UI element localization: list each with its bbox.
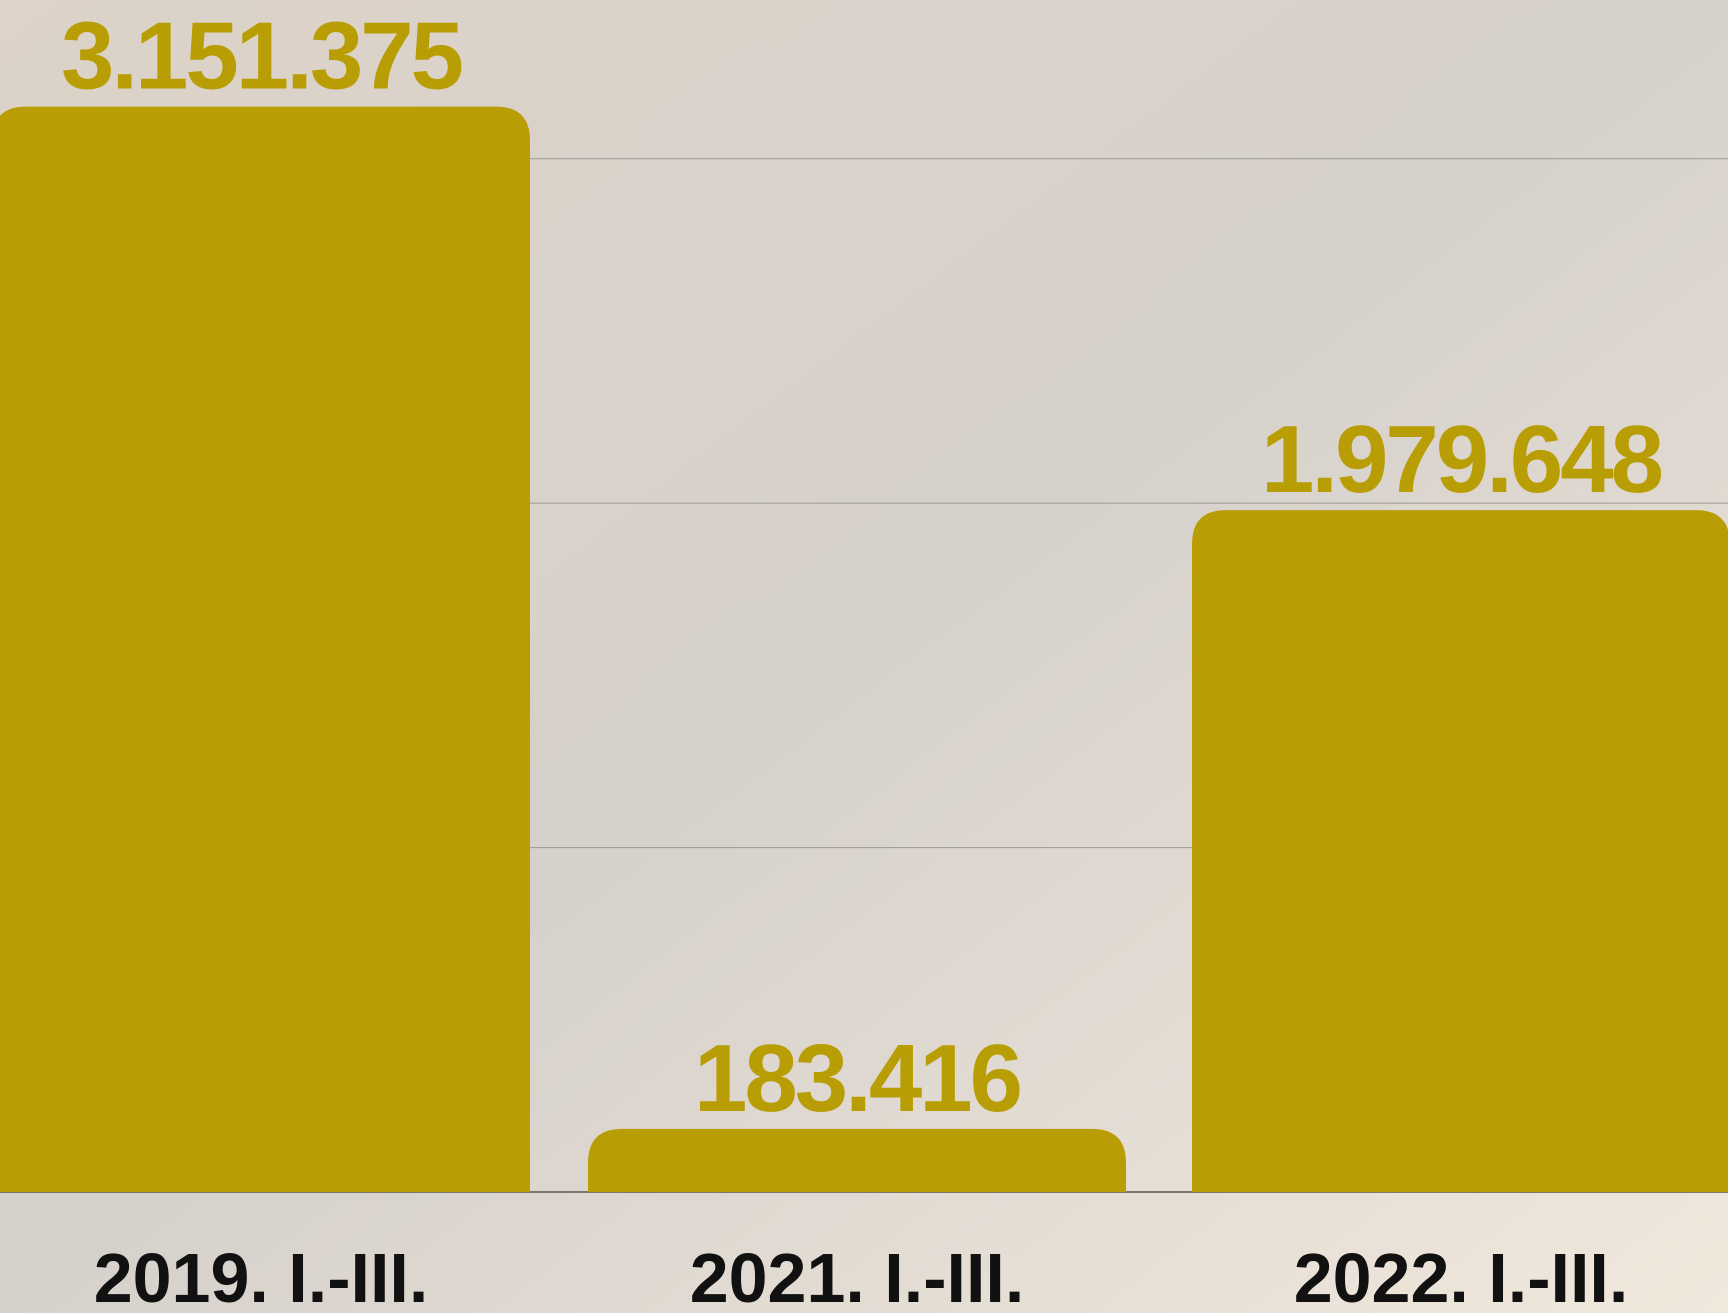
bar [588,1129,1126,1192]
value-label: 1.979.648 [1261,406,1662,513]
value-label: 183.416 [694,1025,1020,1132]
x-tick-label: 2021. I.-III. [690,1239,1025,1313]
value-label: 3.151.375 [61,3,462,110]
bar [0,107,530,1192]
bar [1192,510,1728,1192]
x-tick-label: 2022. I.-III. [1294,1239,1629,1313]
chart: 3.151.375 2019. I.-III. 183.416 2021. I.-II… [0,0,1728,1313]
x-tick-label: 2019. I.-III. [94,1239,429,1313]
page: {"chart_data": { "type": "bar", "categor… [0,0,1728,1313]
